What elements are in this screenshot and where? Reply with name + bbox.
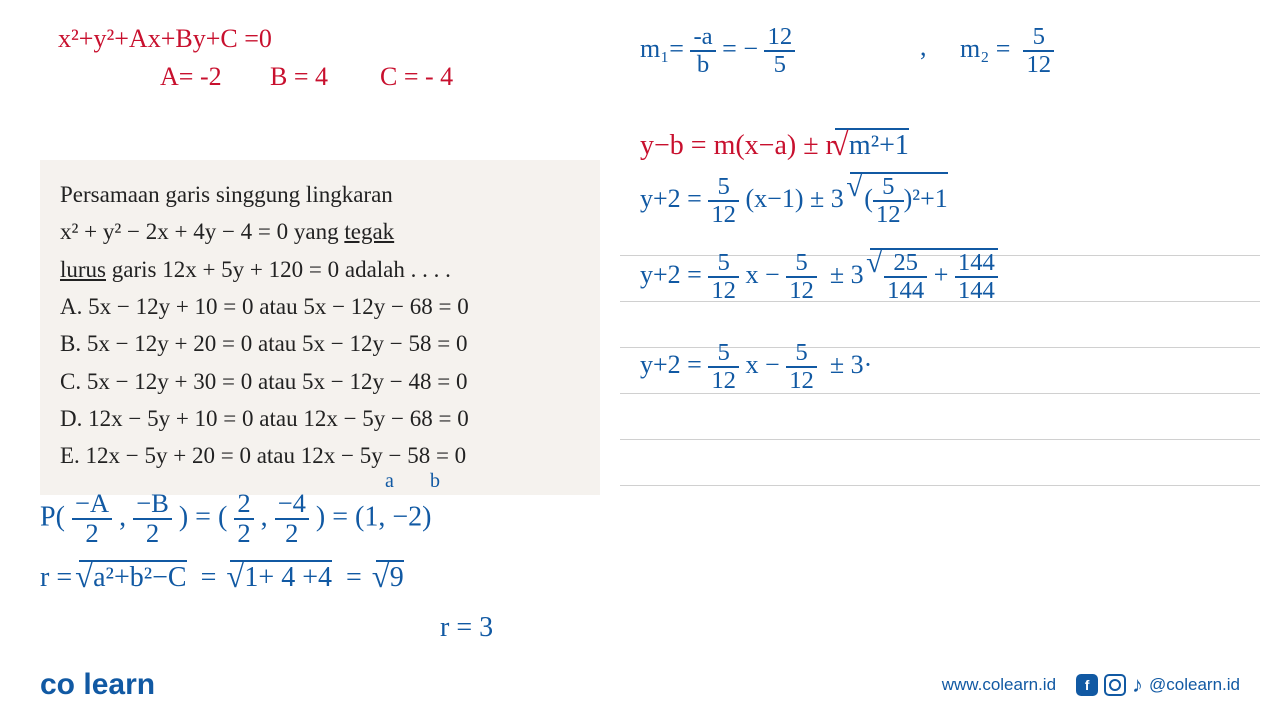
red-A: A= -2 — [160, 62, 222, 92]
tiktok-icon: ♪ — [1132, 672, 1143, 698]
social-icons: f ♪ @colearn.id — [1076, 672, 1240, 698]
option-B: B. 5x − 12y + 20 = 0 atau 5x − 12y − 58 … — [60, 327, 580, 360]
formula-sqrt: m²+1 — [835, 128, 909, 162]
m1-frac2: 125 — [764, 24, 795, 78]
social-handle: @colearn.id — [1149, 675, 1240, 695]
step3: y+2 = 512 x − 512 ± 3· — [640, 340, 872, 394]
problem-line1: Persamaan garis singgung lingkaran — [60, 178, 580, 211]
red-B: B = 4 — [270, 62, 328, 92]
center-P: P( −A2 , −B2 ) = ( 22 , −42 ) = (1, −2) — [40, 490, 431, 548]
m1-eq: = — [722, 34, 737, 63]
step2: y+2 = 512 x − 512 ± 3 25144 + 144144 — [640, 248, 998, 304]
option-D: D. 12x − 5y + 10 = 0 atau 12x − 5y − 68 … — [60, 402, 580, 435]
m2-expr: m₂ = 512 — [960, 24, 1054, 78]
site-url: www.colearn.id — [942, 675, 1056, 695]
radius-final: r = 3 — [440, 612, 493, 644]
red-equation-1: x²+y²+Ax+By+C =0 — [58, 24, 272, 54]
ann-b: b — [430, 470, 440, 493]
m2-frac: 512 — [1023, 24, 1054, 78]
m1-frac1: -ab — [690, 24, 715, 78]
page: x²+y²+Ax+By+C =0 A= -2 B = 4 C = - 4 m₁=… — [0, 0, 1280, 720]
logo: co learn — [40, 668, 155, 702]
step1: y+2 = 512 (x−1) ± 3 (512)²+1 — [640, 172, 948, 228]
m1-neg: − — [743, 34, 758, 63]
red-C: C = - 4 — [380, 62, 453, 92]
option-A: A. 5x − 12y + 10 = 0 atau 5x − 12y − 68 … — [60, 290, 580, 323]
option-C: C. 5x − 12y + 30 = 0 atau 5x − 12y − 48 … — [60, 365, 580, 398]
comma: , — [920, 32, 927, 62]
problem-line3: lurus garis 12x + 5y + 120 = 0 adalah . … — [60, 253, 580, 286]
m2-lhs: m₂ = — [960, 34, 1010, 63]
footer: co learn www.colearn.id f ♪ @colearn.id — [0, 668, 1280, 702]
option-E: E. 12x − 5y + 20 = 0 atau 12x − 5y − 58 … — [60, 439, 580, 472]
instagram-icon — [1104, 674, 1126, 696]
radius-calc: r = a²+b²−C = 1+ 4 +4 = 9 — [40, 560, 404, 594]
ann-a: a — [385, 470, 394, 493]
m1-expr: m₁= -ab = − 125 — [640, 24, 795, 78]
formula-prefix: y−b = m(x−a) ± r — [640, 130, 835, 161]
problem-line2: x² + y² − 2x + 4y − 4 = 0 yang tegak — [60, 215, 580, 248]
m1-lhs: m₁= — [640, 34, 684, 63]
tangent-formula: y−b = m(x−a) ± rm²+1 — [640, 128, 909, 162]
facebook-icon: f — [1076, 674, 1098, 696]
problem-box: Persamaan garis singgung lingkaran x² + … — [40, 160, 600, 495]
